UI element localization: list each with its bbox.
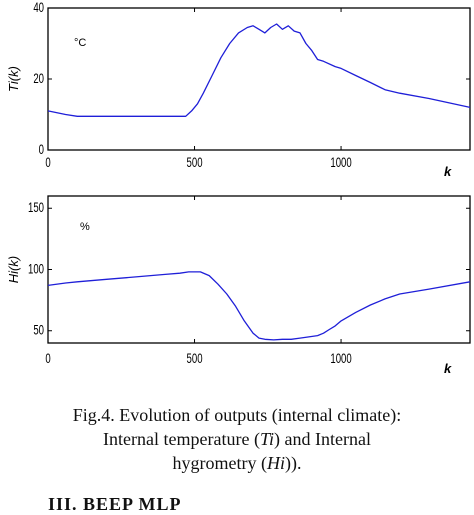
y-tick-label: 40 bbox=[33, 0, 44, 15]
unit-annotation: °C bbox=[74, 37, 86, 49]
x-tick-label: 0 bbox=[45, 154, 51, 170]
caption-line-3a: hygrometry ( bbox=[172, 453, 267, 473]
y-tick-label: 20 bbox=[33, 70, 44, 86]
caption-line-2c: ) and Internal bbox=[274, 429, 371, 449]
temperature-panel: 0 500 1000 0 20 40 Ti(k) k °C bbox=[6, 0, 471, 179]
caption-line-2a: Internal temperature ( bbox=[103, 429, 260, 449]
y-tick-label: 0 bbox=[39, 141, 45, 157]
caption-line-3c: )). bbox=[284, 453, 302, 473]
caption-hi: Hi bbox=[266, 453, 285, 473]
series-line bbox=[47, 271, 471, 341]
caption-line-1: Fig.4. Evolution of outputs (internal cl… bbox=[72, 405, 402, 425]
y-tick-label: 100 bbox=[28, 261, 44, 277]
caption-line-3: hygrometry (Hi)). bbox=[10, 451, 464, 475]
caption-line-2: Internal temperature (Ti) and Internal bbox=[10, 427, 464, 451]
y-tick-label: 150 bbox=[28, 199, 44, 215]
y-axis-label: Ti(k) bbox=[6, 66, 21, 92]
series-line bbox=[47, 23, 471, 117]
x-tick-label: 0 bbox=[45, 350, 51, 366]
unit-annotation: % bbox=[80, 221, 90, 233]
caption-ti: Ti bbox=[259, 429, 274, 449]
hygrometry-panel: 0 500 1000 50 100 150 Hi(k) k% bbox=[6, 195, 471, 376]
x-tick-label: 500 bbox=[187, 350, 203, 366]
x-tick-label: 1000 bbox=[330, 154, 352, 170]
y-axis-label: Hi(k) bbox=[6, 256, 21, 283]
plot-frame bbox=[47, 195, 471, 344]
y-tick-label: 50 bbox=[33, 322, 44, 338]
x-tick-label: 1000 bbox=[330, 350, 352, 366]
section-heading-partial: III. BEEP MLP bbox=[48, 494, 182, 514]
x-tick-label: 500 bbox=[187, 154, 203, 170]
figure-caption: Fig.4. Evolution of outputs (internal cl… bbox=[10, 403, 464, 475]
x-axis-label: k bbox=[444, 361, 452, 376]
x-axis-label: k bbox=[444, 164, 452, 179]
